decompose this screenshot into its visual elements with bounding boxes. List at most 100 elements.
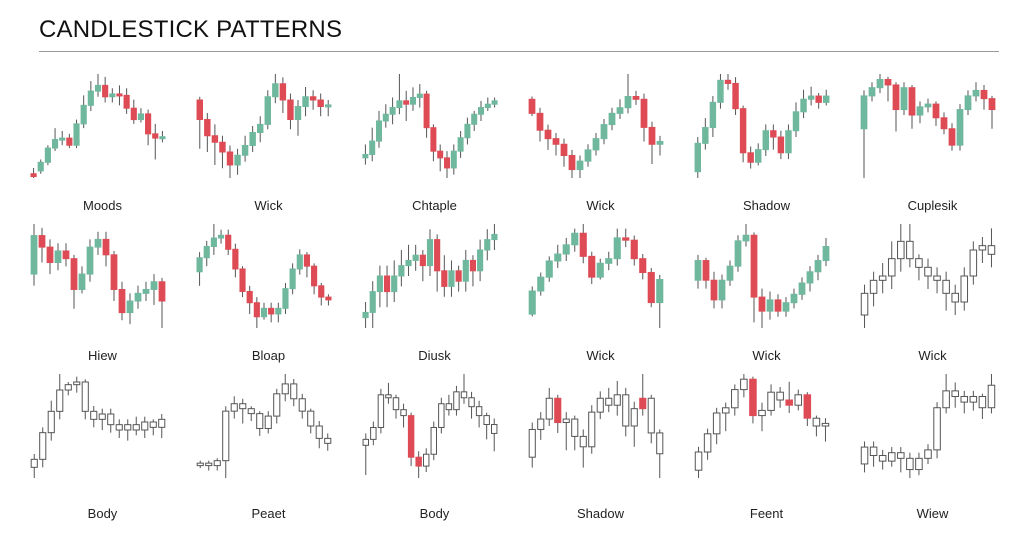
candle-body (774, 299, 782, 312)
bullish-candle (86, 239, 94, 282)
bullish-candle (98, 408, 106, 430)
candle-body (407, 415, 415, 458)
bullish-candle (933, 402, 941, 459)
bearish-candle (656, 429, 664, 478)
bullish-candle (762, 124, 769, 156)
bearish-candle (803, 392, 812, 426)
bearish-candle (70, 254, 78, 309)
candle-body (385, 394, 392, 399)
candle-body (815, 95, 822, 103)
candle-body (273, 393, 281, 417)
bullish-candle (382, 104, 389, 128)
candle-body (412, 254, 419, 261)
candle-body (536, 112, 544, 131)
pattern-label: Wick (752, 348, 781, 363)
candle-body (694, 142, 701, 173)
candle-body (656, 140, 664, 145)
bearish-candle (897, 447, 905, 473)
candle-body (948, 128, 956, 146)
pattern-panel: Body (352, 370, 517, 530)
bearish-candle (66, 133, 73, 149)
candlestick-chart (30, 224, 166, 328)
bearish-candle (247, 406, 255, 422)
candle-body (576, 160, 584, 171)
candlestick-chart (196, 374, 332, 478)
bearish-candle (287, 93, 294, 130)
bullish-candle (137, 108, 145, 123)
bullish-candle (484, 97, 491, 111)
candle-body (196, 99, 203, 120)
candle-body (776, 391, 784, 401)
bullish-candle (709, 96, 717, 138)
bullish-candle (726, 260, 734, 286)
bullish-candle (64, 382, 72, 396)
candlestick-chart (30, 374, 166, 478)
candle-body (376, 120, 382, 142)
bearish-candle (770, 124, 777, 150)
bullish-candle (702, 118, 709, 150)
bearish-candle (812, 415, 821, 437)
candle-body (448, 270, 455, 287)
candle-body (296, 254, 303, 270)
bearish-candle (932, 101, 940, 126)
candle-body (969, 395, 978, 403)
bearish-candle (951, 284, 959, 315)
bearish-candle (622, 387, 630, 437)
bullish-candle (159, 130, 166, 143)
bullish-candle (44, 145, 51, 166)
candle-body (544, 129, 552, 140)
candle-body (289, 268, 296, 290)
bullish-candle (158, 414, 166, 438)
candle-body (410, 96, 416, 105)
bullish-candle (426, 229, 434, 276)
bearish-candle (568, 149, 576, 178)
pattern-label: Peaet (251, 506, 286, 521)
candlestick-chart (528, 374, 664, 478)
candle-body (860, 446, 869, 465)
bullish-candle (150, 274, 158, 305)
bearish-candle (324, 433, 332, 451)
candle-body (362, 438, 369, 446)
bearish-candle (30, 168, 37, 178)
candle-body (960, 275, 969, 303)
candle-body (647, 397, 655, 434)
bearish-candle (491, 418, 498, 452)
candle-body (159, 136, 166, 140)
candle-body (940, 117, 948, 130)
bullish-candle (438, 397, 445, 434)
pattern-panel: Shadow (518, 370, 683, 530)
bullish-candle (234, 148, 241, 175)
candle-body (137, 113, 145, 121)
candle-body (596, 262, 604, 278)
candle-body (419, 254, 426, 267)
candle-body (878, 275, 887, 281)
bullish-candle (37, 159, 44, 174)
pattern-panel: Wick (186, 70, 351, 220)
candle-body (210, 237, 217, 247)
candle-body (44, 147, 51, 163)
bullish-candle (325, 100, 332, 117)
bullish-candle (39, 427, 47, 468)
bearish-candle (758, 288, 766, 328)
bearish-candle (622, 228, 630, 248)
candle-body (750, 234, 758, 298)
bullish-candle (484, 229, 491, 261)
candle-body (46, 246, 54, 264)
bearish-candle (951, 382, 959, 408)
candle-body (475, 406, 483, 417)
candle-body (605, 397, 613, 406)
candle-body (477, 249, 484, 272)
pattern-panel: Wick (518, 70, 683, 220)
bearish-candle (552, 133, 560, 156)
candle-body (613, 394, 621, 406)
candle-body (211, 135, 219, 143)
bearish-candle (630, 235, 638, 266)
candle-body (792, 111, 800, 132)
candle-body (415, 456, 422, 467)
bearish-candle (318, 283, 325, 306)
candle-body (951, 292, 959, 303)
candle-body (317, 99, 324, 107)
candle-body (124, 424, 132, 431)
candle-body (59, 137, 66, 141)
candle-body (703, 433, 712, 453)
